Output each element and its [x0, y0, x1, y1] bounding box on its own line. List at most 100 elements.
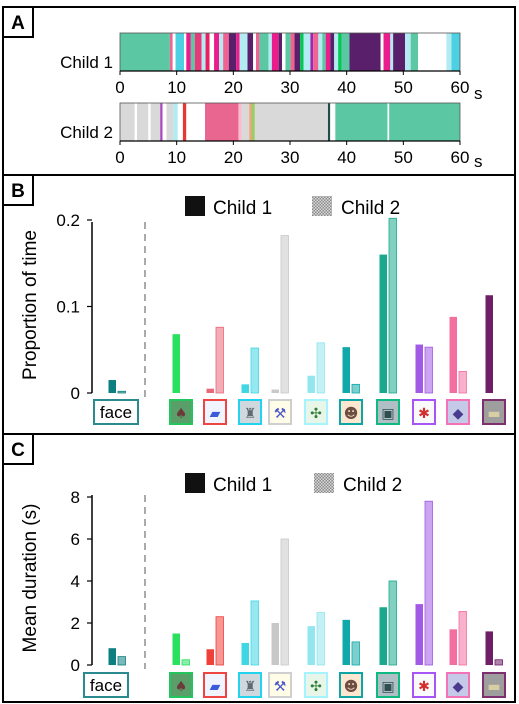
panel-c-frame — [2, 433, 516, 703]
timeline-segment-child1-28 — [300, 33, 304, 71]
bar-child1-cube-toy — [379, 254, 387, 393]
icon-purple-box: ◆ — [453, 406, 464, 422]
bar-child1-hammer — [271, 389, 279, 393]
timeline-segment-child2-6 — [162, 103, 167, 141]
timeline-segment-child1-40 — [380, 33, 384, 71]
timeline-segment-child1-8 — [201, 33, 206, 71]
bar-child1-creature — [172, 633, 180, 665]
face-label: face — [90, 676, 122, 695]
timeline-segment-child1-31 — [313, 33, 319, 71]
icon-creature: ♠ — [175, 679, 188, 695]
y-tick-label: 0.1 — [56, 297, 80, 316]
bar-child1-silver-robot — [241, 642, 249, 665]
icon-flat-toy-frame — [482, 672, 506, 698]
legend-c-child2: Child 2 — [343, 475, 402, 496]
timeline-segment-child1-17 — [247, 33, 254, 71]
bar-child2-blue-car — [215, 616, 224, 666]
legend-b-child2: Child 2 — [341, 198, 400, 219]
timeline-tick-label-child2: 20 — [224, 148, 243, 167]
timeline-row-label-child1: Child 1 — [60, 53, 113, 72]
timeline-segment-child2-3 — [148, 103, 151, 141]
timeline-segment-child1-39 — [349, 33, 381, 71]
timeline-tick-label-child2: 0 — [115, 148, 124, 167]
icon-green-bug-frame — [304, 399, 328, 425]
timeline-segment-child1-26 — [290, 33, 295, 71]
icon-purple-box-frame — [446, 672, 470, 698]
icon-silver-robot: ♜ — [244, 679, 257, 695]
legend-c-swatch-child1 — [185, 473, 205, 493]
icon-silver-robot: ♜ — [244, 406, 257, 422]
icon-blue-car-frame — [203, 672, 227, 698]
icon-purple-box-frame — [446, 399, 470, 425]
bar-child2-green-bug — [316, 342, 325, 394]
icon-creature-frame — [169, 672, 193, 698]
timeline-segment-child1-3 — [175, 33, 185, 71]
y-tick-label: 0.2 — [56, 211, 80, 230]
timeline-segment-child2-22 — [389, 103, 460, 141]
timeline-segment-child1-46 — [418, 33, 447, 71]
bar-child1-blue-car — [206, 649, 214, 665]
icon-doll-frame — [339, 399, 363, 425]
icon-flat-toy: ▬ — [487, 679, 500, 695]
icon-hammer-frame — [268, 399, 292, 425]
timeline-tick-label-child1: 40 — [337, 78, 356, 97]
timeline-segment-child2-2 — [137, 103, 149, 141]
timeline-segment-child2-13 — [238, 103, 242, 141]
icon-silver-robot-frame — [238, 399, 262, 425]
bar-child2-red-beetle — [424, 346, 433, 394]
timeline-segment-child2-20 — [335, 103, 388, 141]
bar-child2-blue-car — [215, 326, 224, 394]
bar-child2-red-beetle — [424, 500, 433, 666]
icon-creature-frame — [169, 399, 193, 425]
bar-child2-hammer — [280, 538, 289, 666]
panel-a-frame — [2, 6, 516, 176]
icon-blue-car: ▰ — [210, 679, 221, 695]
svg-text:A: A — [11, 13, 25, 34]
icon-hammer-frame — [268, 672, 292, 698]
timeline-segment-child1-6 — [190, 33, 195, 71]
timeline-segment-child2-7 — [166, 103, 174, 141]
svg-text:C: C — [11, 440, 25, 461]
legend-c-child1: Child 1 — [213, 475, 272, 496]
timeline-segment-child2-8 — [173, 103, 178, 141]
timeline-segment-child1-36 — [334, 33, 339, 71]
face-label: face — [100, 403, 132, 422]
bar-child1-green-bug — [307, 375, 315, 393]
timeline-segment-child1-20 — [259, 33, 269, 71]
timeline-segment-child2-19 — [330, 103, 336, 141]
bar-child1-purple-box — [449, 629, 457, 665]
timeline-segment-child1-19 — [256, 33, 260, 71]
bar-child2-doll — [351, 641, 360, 666]
bar-child1-doll — [342, 619, 350, 665]
bar-child2-green-bug — [316, 612, 325, 666]
bar-child2-silver-robot — [250, 600, 259, 666]
timeline-segment-child2-18 — [327, 103, 331, 141]
timeline-unit-top: s — [474, 84, 483, 103]
icon-green-bug: ✣ — [310, 679, 322, 695]
bar-child1-doll — [342, 347, 350, 393]
icon-blue-car-frame — [203, 399, 227, 425]
bar-child2-cube-toy — [388, 217, 397, 394]
bar-child1-blue-car — [206, 388, 214, 393]
bar-child1-red-beetle — [415, 344, 423, 393]
bar-child2-face — [117, 390, 126, 394]
timeline-segment-child1-32 — [318, 33, 323, 71]
timeline-segment-child2-0 — [120, 103, 135, 141]
timeline-segment-child2-1 — [134, 103, 137, 141]
icon-cube-toy-frame — [376, 399, 400, 425]
timeline-segment-child1-13 — [223, 33, 229, 71]
timeline-segment-child2-17 — [254, 103, 328, 141]
panel-c-label: C — [2, 433, 34, 465]
timeline-segment-child1-4 — [184, 33, 187, 71]
legend-b-swatch-child2 — [312, 196, 332, 216]
timeline-segment-child1-42 — [390, 33, 394, 71]
panel-a-label: A — [2, 6, 34, 38]
bar-child2-purple-box — [458, 370, 467, 394]
timeline-segment-child1-21 — [268, 33, 272, 71]
legend-b-swatch-child1 — [185, 196, 205, 216]
timeline-segment-child2-16 — [251, 103, 255, 141]
bar-child1-red-beetle — [415, 604, 423, 665]
bar-child1-flat-toy — [485, 295, 493, 393]
y-tick-label: 2 — [71, 614, 80, 633]
